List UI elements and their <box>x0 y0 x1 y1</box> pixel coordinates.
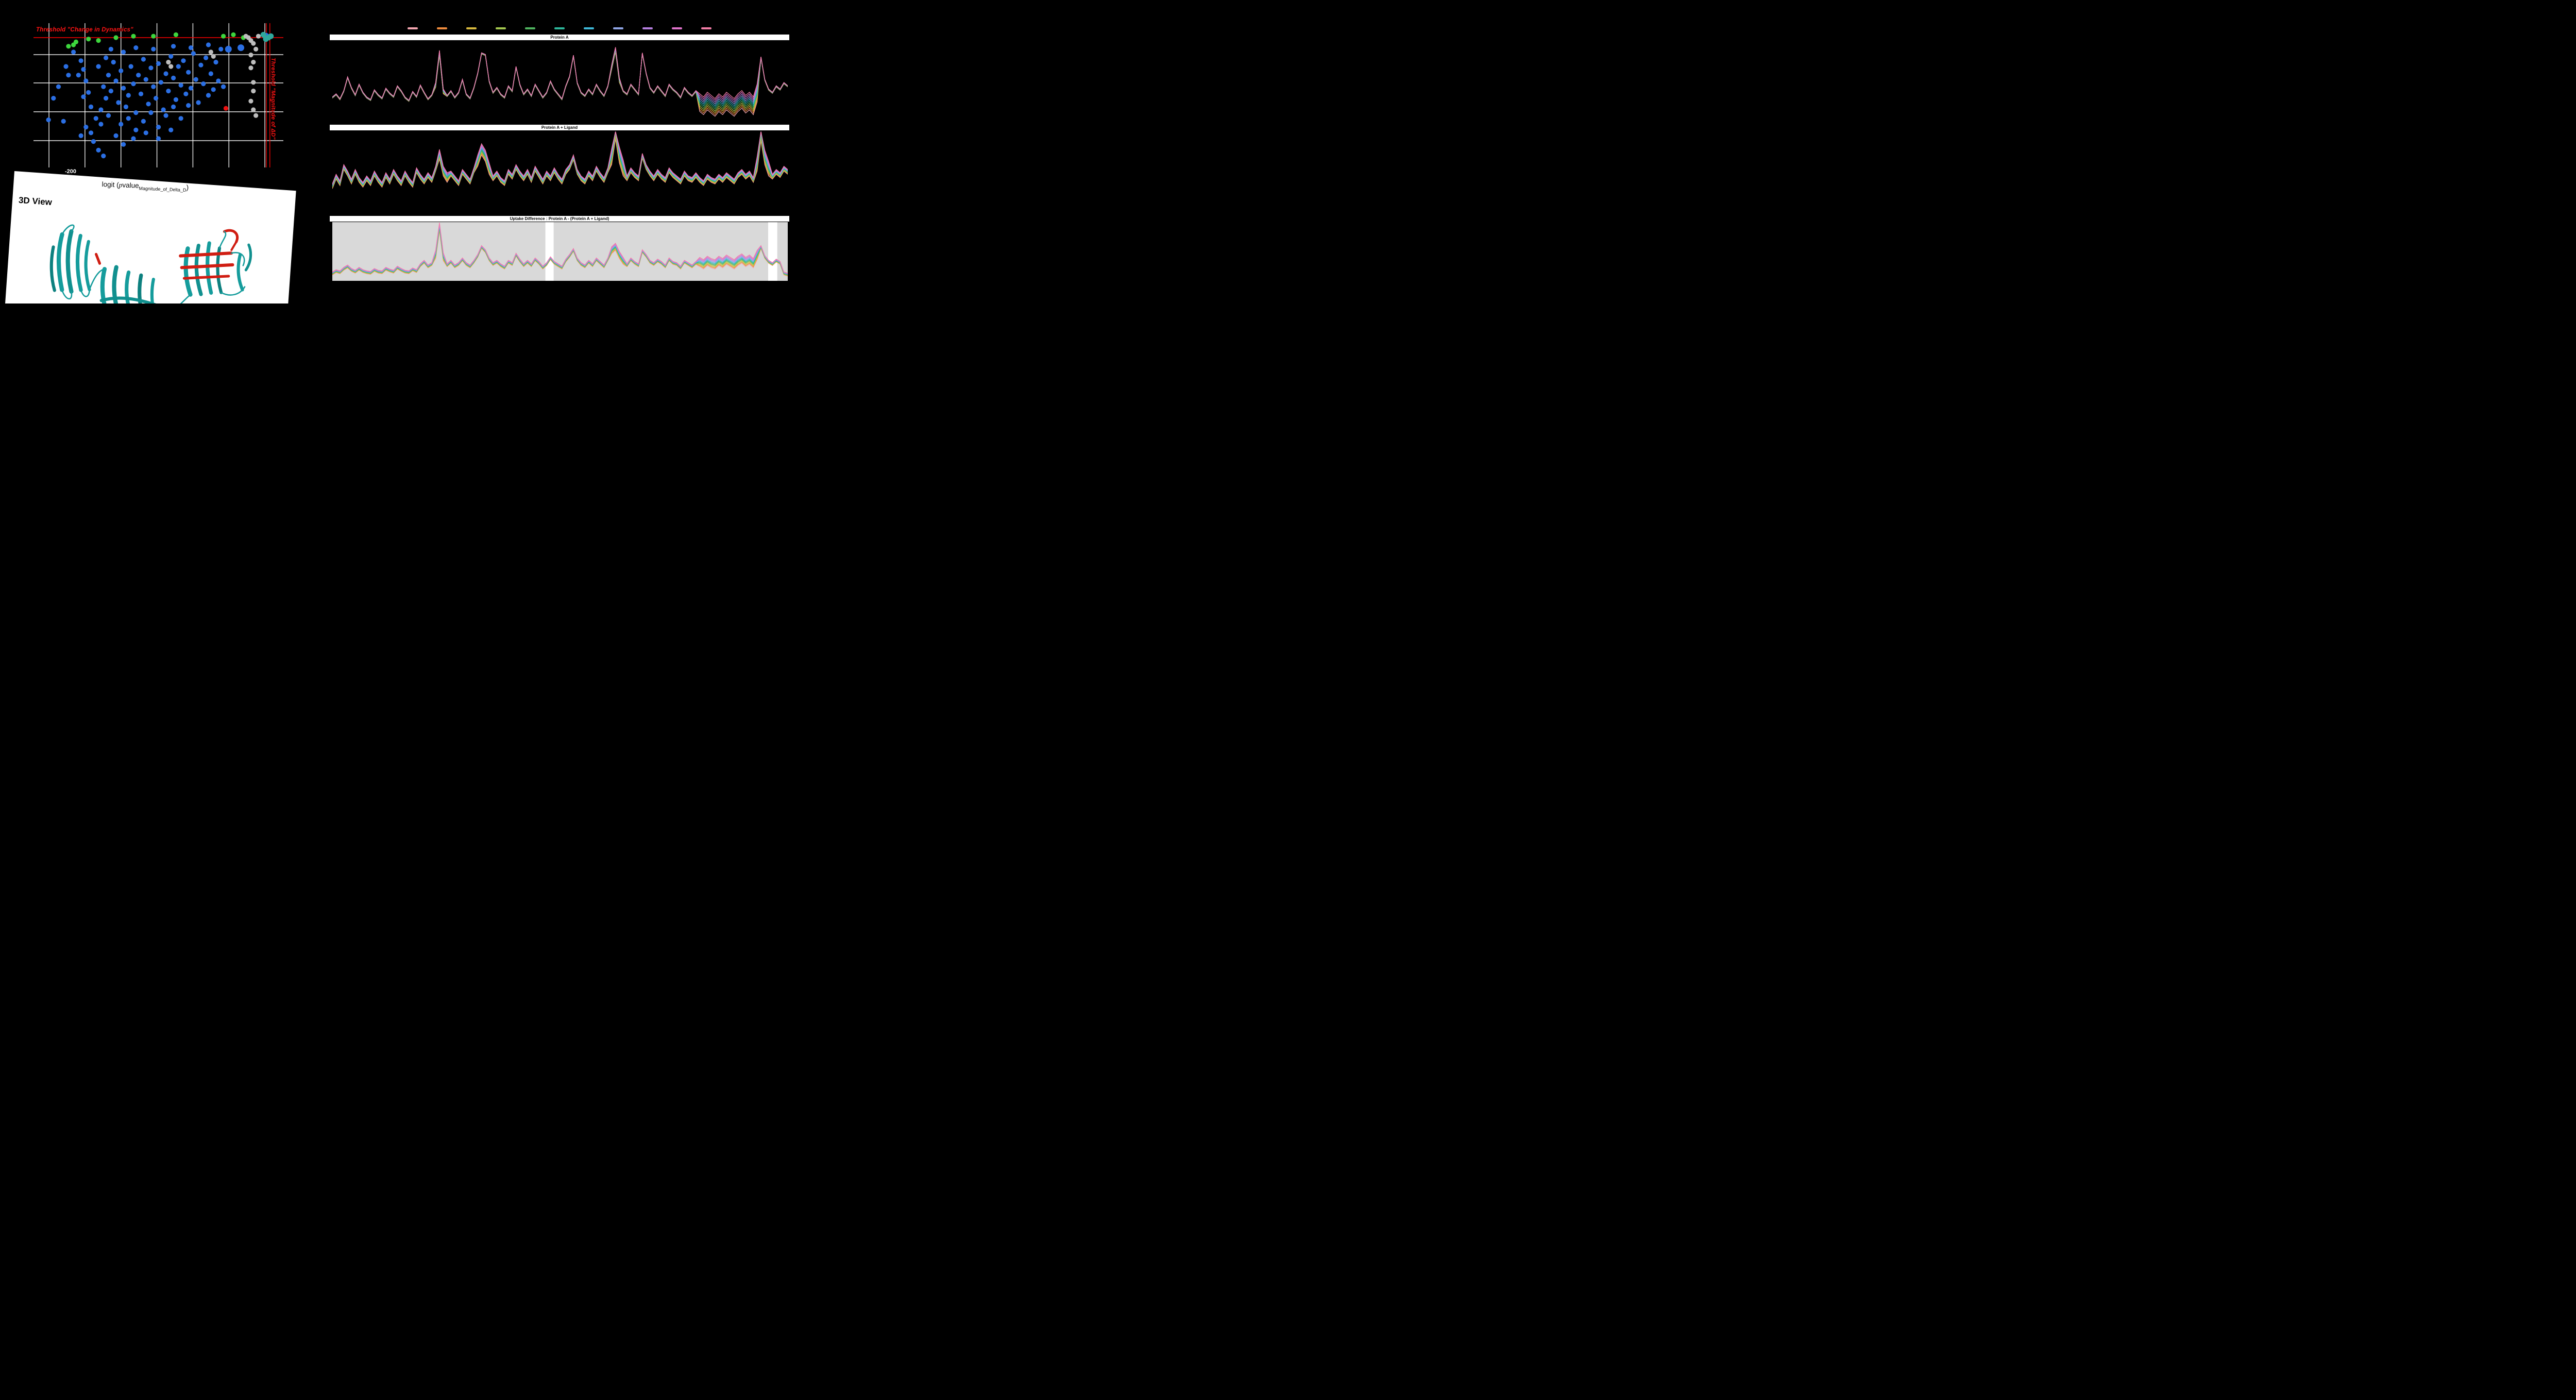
exposure-time-legend <box>330 27 789 29</box>
legend-swatch <box>408 27 418 29</box>
app-root: Threshold "Change in Dynamics" Threshold… <box>0 0 791 303</box>
legend-swatch <box>613 27 623 29</box>
legend-swatch <box>525 27 535 29</box>
chart-title-protein-a-ligand: Protein A + Ligand <box>330 125 789 130</box>
threshold-dynamics-label: Threshold "Change in Dynamics" <box>36 27 133 33</box>
protein-3d-structure[interactable] <box>32 209 282 303</box>
chart-title-uptake-difference: Uptake Difference : Protein A - (Protein… <box>330 216 789 222</box>
3d-view-panel: 3D View <box>3 171 296 303</box>
legend-swatch <box>642 27 653 29</box>
x-axis-label-prefix: logit ( <box>101 180 119 189</box>
legend-swatch <box>584 27 594 29</box>
volcano-scatter-plot[interactable] <box>33 23 283 167</box>
chart-title-uptake-difference-text: Uptake Difference : Protein A - (Protein… <box>510 216 609 221</box>
threshold-magnitude-label: Threshold "Magnitude of ΔD" <box>270 58 276 140</box>
chart-title-protein-a: Protein A <box>330 35 789 40</box>
x-axis-label-value: value <box>122 181 139 190</box>
legend-swatch <box>466 27 477 29</box>
chart-title-protein-a-text: Protein A <box>550 35 569 40</box>
legend-swatch <box>672 27 682 29</box>
protein-a-uptake-chart[interactable] <box>332 41 788 121</box>
legend-swatch <box>554 27 565 29</box>
protein-a-ligand-uptake-chart[interactable] <box>332 131 788 211</box>
legend-swatch <box>437 27 447 29</box>
legend-swatch <box>701 27 711 29</box>
uptake-difference-chart[interactable] <box>332 222 788 281</box>
chart-title-protein-a-ligand-text: Protein A + Ligand <box>541 125 578 130</box>
x-axis-tick-label: -200 <box>65 168 77 175</box>
legend-swatch <box>496 27 506 29</box>
x-axis-label-suffix: ) <box>186 183 189 192</box>
